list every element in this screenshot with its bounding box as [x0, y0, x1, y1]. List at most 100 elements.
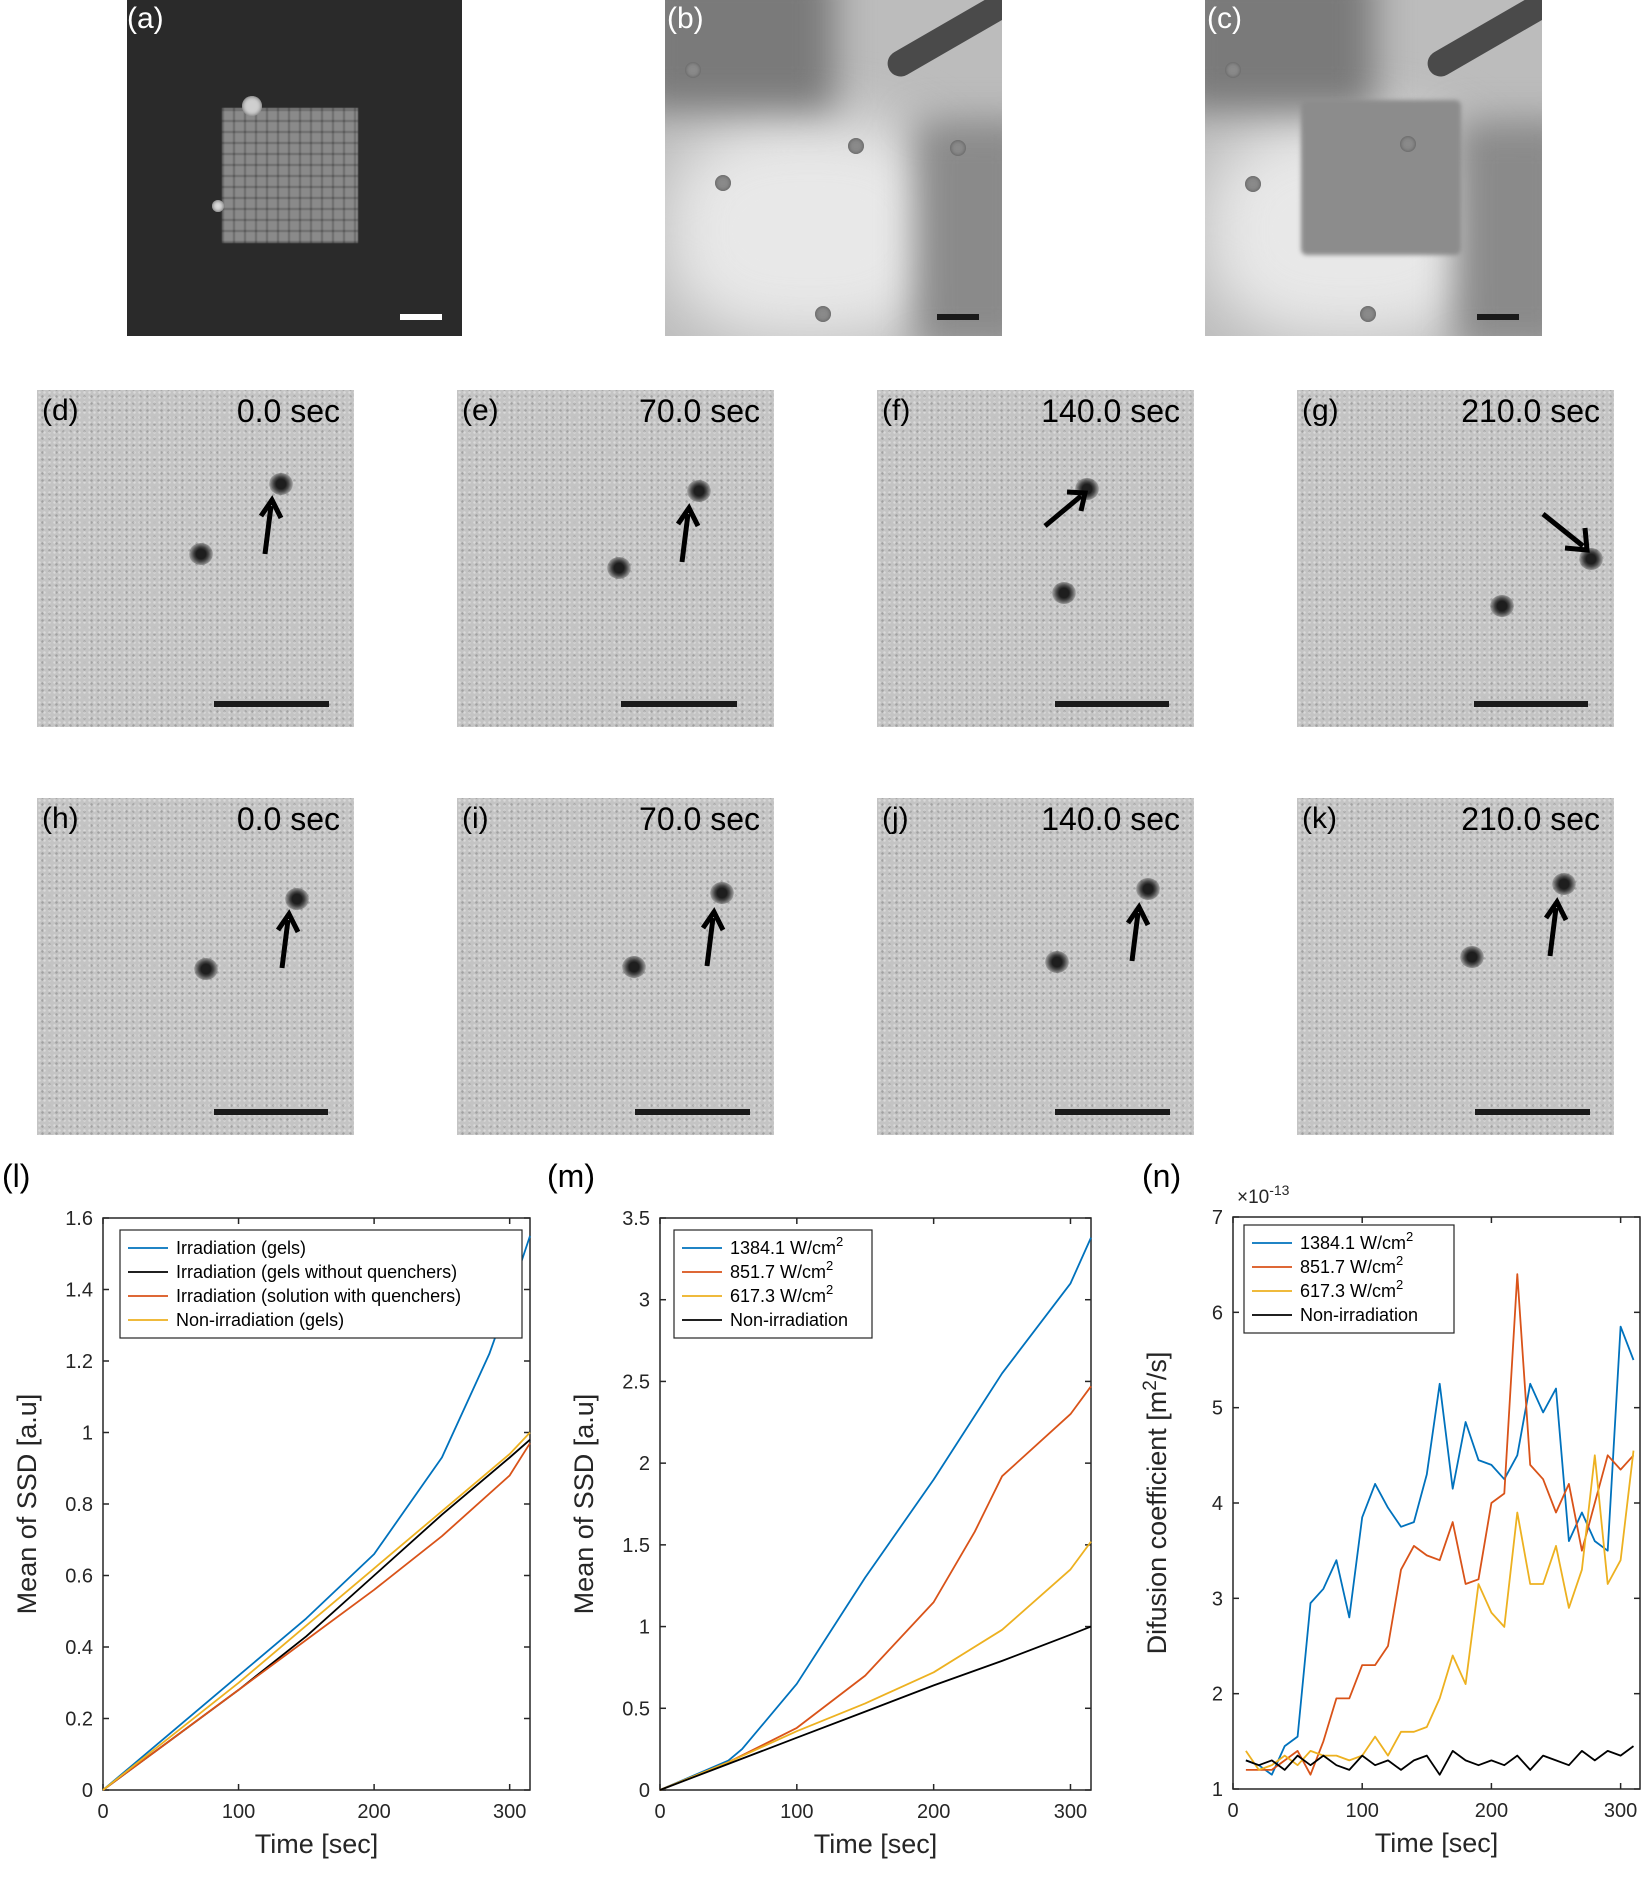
- scale-bar: [621, 701, 737, 707]
- dark-region: [1455, 120, 1542, 336]
- series-line: [659, 1541, 1092, 1791]
- series-line: [102, 1442, 531, 1791]
- legend-label: 617.3 W/cm2: [730, 1282, 833, 1306]
- y-tick-label: 0: [639, 1780, 650, 1802]
- timestamp: 0.0 sec: [236, 801, 340, 837]
- chart-n: 1 2 3 4 5 6 7 0 100 200 300 Time [sec] Difusion coef…: [1140, 1182, 1641, 1858]
- exponent-base: ×10: [1237, 1187, 1269, 1208]
- particle: [607, 557, 631, 579]
- x-tick-label: 100: [222, 1801, 255, 1823]
- dark-region: [665, 0, 835, 110]
- label-j: (j): [882, 802, 909, 835]
- y-tick-label: 5: [1212, 1398, 1223, 1420]
- particle: [622, 956, 646, 978]
- timestamp: 140.0 sec: [1041, 801, 1180, 837]
- y-tick-label: 1.2: [65, 1351, 93, 1373]
- label-a: (a): [127, 2, 164, 35]
- panel-c-image: [1205, 0, 1542, 336]
- frame-i: (i) 70.0 sec: [457, 798, 774, 1135]
- scale-bar: [1055, 701, 1169, 707]
- y-tick-label: 3: [639, 1290, 650, 1312]
- y-tick-label: 0: [82, 1780, 93, 1802]
- x-tick-label: 300: [493, 1801, 526, 1823]
- scale-bar: [937, 314, 979, 320]
- chart-l: 0 0.2 0.4 0.6 0.8 1 1.2 1.4 1.6 0 100 200 300 Time [s…: [12, 1208, 531, 1859]
- bead: [685, 62, 701, 78]
- particle: [269, 473, 293, 495]
- bead: [1360, 306, 1376, 322]
- particle: [1460, 946, 1484, 968]
- bright-region: [665, 120, 955, 336]
- legend-label-text: 617.3 W/cm: [1300, 1281, 1396, 1301]
- particle: [194, 958, 218, 980]
- legend-label-text: Irradiation (gels without quenchers): [176, 1262, 457, 1282]
- particle: [1136, 878, 1160, 900]
- y-axis-label-sup: 2: [1140, 1380, 1161, 1391]
- timestamp: 0.0 sec: [236, 393, 340, 429]
- bead: [1400, 136, 1416, 152]
- timestamp: 210.0 sec: [1461, 801, 1600, 837]
- y-tick-label: 0.2: [65, 1709, 93, 1731]
- legend-label-text: Non-irradiation (gels): [176, 1310, 344, 1330]
- label-m: (m): [547, 1158, 595, 1194]
- y-axis-label-tail: /s]: [1142, 1352, 1172, 1381]
- legend-label: Irradiation (gels): [176, 1238, 306, 1258]
- legend-label-text: 1384.1 W/cm: [1300, 1233, 1406, 1253]
- x-tick-label: 200: [357, 1801, 390, 1823]
- x-tick-label: 100: [780, 1801, 813, 1823]
- arrow-icon: [258, 495, 284, 555]
- particle: [285, 888, 309, 910]
- frame-j: (j) 140.0 sec: [877, 798, 1194, 1135]
- legend-label-sup: 2: [1406, 1229, 1413, 1244]
- arrow-icon: [700, 907, 726, 967]
- y-axis-label-text: Difusion coefficient [m: [1142, 1391, 1172, 1655]
- timestamp: 140.0 sec: [1041, 393, 1180, 429]
- arrow-icon: [1541, 512, 1590, 553]
- bead: [242, 96, 262, 116]
- x-tick-label: 0: [654, 1801, 665, 1823]
- dark-region: [915, 120, 1002, 336]
- series-line: [1245, 1325, 1635, 1776]
- y-tick-label: 0.6: [65, 1566, 93, 1588]
- exponent-label: ×10-13: [1237, 1182, 1290, 1208]
- y-tick-label: 7: [1212, 1207, 1223, 1229]
- y-tick-label: 3.5: [622, 1208, 650, 1230]
- fiber: [882, 0, 1002, 82]
- series-line: [659, 1625, 1092, 1791]
- frame-k: (k) 210.0 sec: [1297, 798, 1614, 1135]
- legend-label-text: 851.7 W/cm: [1300, 1257, 1396, 1277]
- label-n: (n): [1142, 1158, 1182, 1194]
- bead: [815, 306, 831, 322]
- x-axis-label: Time [sec]: [255, 1829, 379, 1859]
- chart-m: 0 0.5 1 1.5 2 2.5 3 3.5 0 100 200 300 Time [sec] Mean…: [569, 1208, 1092, 1859]
- series-line: [1245, 1273, 1635, 1776]
- y-tick-label: 4: [1212, 1493, 1223, 1515]
- label-e: (e): [462, 394, 499, 427]
- series-line: [659, 1237, 1092, 1791]
- scale-bar: [635, 1109, 750, 1115]
- y-axis-label: Mean of SSD [a.u]: [12, 1394, 42, 1615]
- x-tick-label: 200: [1475, 1800, 1508, 1822]
- legend-label: 851.7 W/cm2: [730, 1258, 833, 1282]
- legend-label-sup: 2: [836, 1234, 843, 1249]
- scale-bar: [1475, 1109, 1590, 1115]
- frame-h: (h) 0.0 sec: [37, 798, 354, 1135]
- bead: [848, 138, 864, 154]
- arrow-icon: [1043, 489, 1089, 528]
- bleached-square: [1301, 100, 1461, 255]
- scale-bar: [400, 314, 442, 320]
- frame-f: (f) 140.0 sec: [877, 390, 1194, 727]
- legend-label-sup: 2: [1396, 1253, 1403, 1268]
- arrow-icon: [275, 909, 301, 969]
- legend-label: Non-irradiation (gels): [176, 1310, 344, 1330]
- y-tick-label: 3: [1212, 1588, 1223, 1610]
- legend-label: 1384.1 W/cm2: [730, 1234, 843, 1258]
- label-k: (k): [1302, 802, 1337, 835]
- bead: [1225, 62, 1241, 78]
- bead: [212, 200, 224, 212]
- label-b: (b): [667, 2, 704, 35]
- arrow-icon: [675, 503, 701, 563]
- scale-bar: [214, 701, 329, 707]
- legend-label-text: 1384.1 W/cm: [730, 1238, 836, 1258]
- y-tick-label: 6: [1212, 1302, 1223, 1324]
